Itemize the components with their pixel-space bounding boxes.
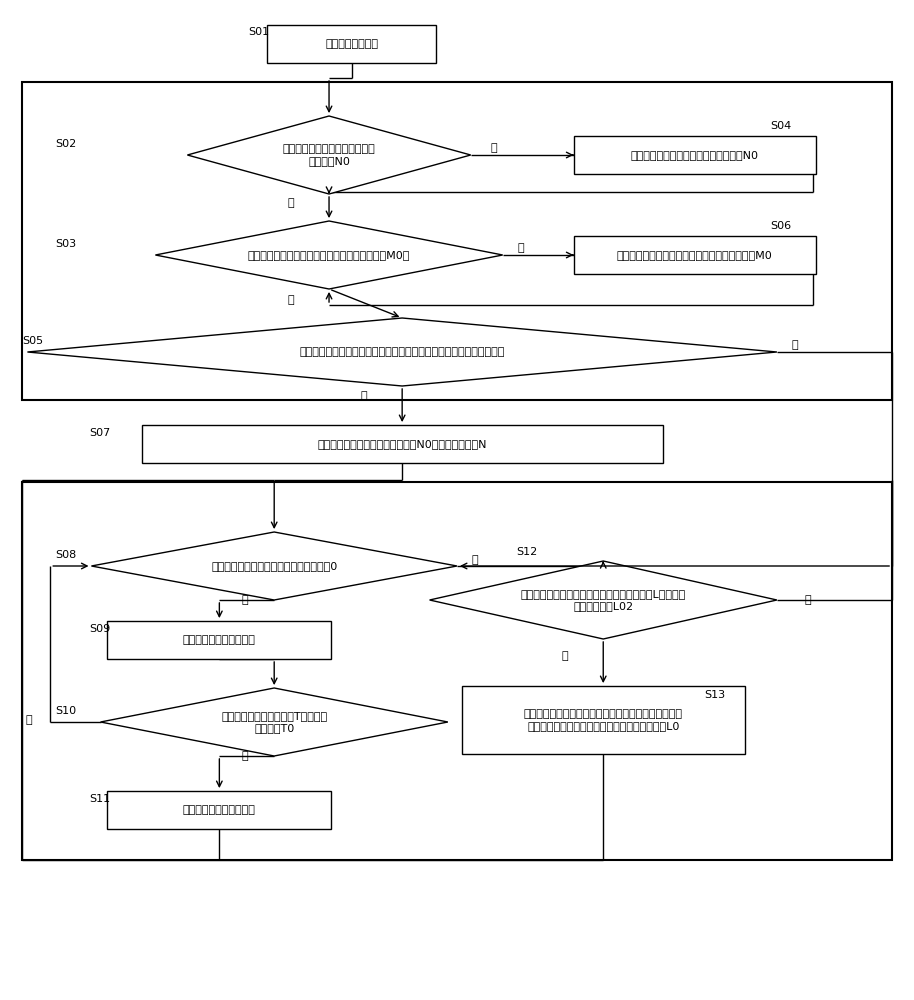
Text: 否: 否: [517, 243, 525, 253]
Text: S09: S09: [90, 624, 111, 634]
Text: 主控单元调整发动机怠速调至第一怠速N0: 主控单元调整发动机怠速调至第一怠速N0: [631, 150, 759, 160]
Text: 是: 是: [287, 295, 294, 305]
Bar: [108, 791, 331, 829]
Bar: [267, 25, 436, 63]
Text: 主控单元计时器开始计时: 主控单元计时器开始计时: [183, 635, 256, 645]
Bar: [142, 425, 663, 463]
Text: S13: S13: [704, 690, 725, 700]
Polygon shape: [27, 318, 777, 386]
Text: 否: 否: [792, 340, 799, 350]
Text: S11: S11: [90, 794, 111, 804]
Text: 是: 是: [241, 595, 249, 605]
Text: 主控单元控制液压泵流量调节器转动至第一刻度M0: 主控单元控制液压泵流量调节器转动至第一刻度M0: [617, 250, 772, 260]
Text: 是: 是: [241, 751, 249, 761]
Polygon shape: [155, 221, 503, 289]
Text: 否: 否: [26, 715, 32, 725]
Text: 主控单元判断发动机怠速是否为
第一怠速N0: 主控单元判断发动机怠速是否为 第一怠速N0: [282, 144, 376, 166]
Text: S02: S02: [55, 139, 76, 149]
Text: S10: S10: [55, 706, 76, 716]
Text: 否: 否: [490, 143, 497, 153]
Text: S07: S07: [90, 428, 111, 438]
Text: 是: 是: [360, 391, 367, 401]
Text: S12: S12: [516, 547, 537, 557]
Text: S01: S01: [249, 27, 270, 37]
Text: 主控单元控制液压泵流量调节器向减小液压泵出口流量
方向转动，直至液压泵出口流量恢复至额定流量L0: 主控单元控制液压泵流量调节器向减小液压泵出口流量 方向转动，直至液压泵出口流量恢…: [524, 709, 683, 731]
Polygon shape: [187, 116, 471, 194]
Text: 主控单元通过挡位传感器判断驾驶员是否将挡杆置于前进挡或倒退挡上: 主控单元通过挡位传感器判断驾驶员是否将挡杆置于前进挡或倒退挡上: [300, 347, 505, 357]
Text: 否: 否: [804, 595, 811, 605]
Polygon shape: [91, 532, 457, 600]
Bar: [574, 236, 815, 274]
Text: S05: S05: [22, 336, 43, 346]
Text: S06: S06: [771, 221, 792, 231]
Text: 否: 否: [472, 555, 479, 565]
Text: S03: S03: [55, 239, 76, 249]
Polygon shape: [430, 561, 777, 639]
Text: 是: 是: [287, 198, 294, 208]
Bar: [22, 482, 892, 860]
Text: 主控单元判断液压泵流量调节器是否在第一刻度M0处: 主控单元判断液压泵流量调节器是否在第一刻度M0处: [248, 250, 410, 260]
Text: 主控单元判断计时器时间T是否大于
第一时间T0: 主控单元判断计时器时间T是否大于 第一时间T0: [221, 711, 327, 733]
Text: 主控单元通过流量传感器判断液压泵出口流量L是否大于
第二流量阈值L02: 主控单元通过流量传感器判断液压泵出口流量L是否大于 第二流量阈值L02: [521, 589, 686, 611]
Bar: [574, 136, 815, 174]
Bar: [108, 621, 331, 659]
Text: 主控单元通过车速传感器判断车速是否为0: 主控单元通过车速传感器判断车速是否为0: [211, 561, 337, 571]
Text: 是: 是: [561, 651, 569, 661]
Text: S04: S04: [771, 121, 792, 131]
Text: S08: S08: [55, 550, 76, 560]
Text: 主控单元计时器停止计时: 主控单元计时器停止计时: [183, 805, 256, 815]
Polygon shape: [101, 688, 448, 756]
Bar: [462, 686, 745, 754]
Bar: [22, 82, 892, 400]
Text: 主控单元将发动机怠速从第一怠速N0调高至第二怠速N: 主控单元将发动机怠速从第一怠速N0调高至第二怠速N: [317, 439, 487, 449]
Text: 驾驶员启动发动机: 驾驶员启动发动机: [325, 39, 378, 49]
